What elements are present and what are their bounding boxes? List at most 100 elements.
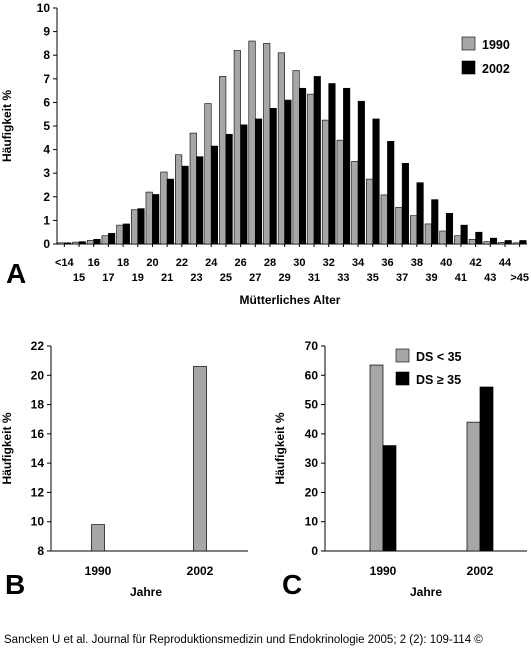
panel-a-bar-1990	[410, 215, 418, 245]
panel-a-bar-2002	[431, 199, 439, 245]
panel-a-bar-2002	[93, 238, 101, 245]
panel-c-x-tick-label: 2002	[467, 564, 494, 578]
panel-a-y-label: Häufigkeit %	[0, 90, 14, 162]
panel-a-bar-2002	[196, 156, 204, 245]
panel-b-y-tick-label: 12	[31, 485, 45, 499]
panel-a-legend-label: 1990	[482, 38, 510, 52]
panel-c-legend-label: DS < 35	[416, 350, 462, 364]
panel-a-x-tick-label: 17	[102, 272, 114, 284]
panel-a-bar-1990	[204, 103, 212, 245]
panel-c-y-tick-label: 50	[305, 398, 319, 412]
panel-b-letter: B	[5, 569, 25, 600]
panel-b-y-tick-label: 22	[31, 339, 45, 353]
panel-a-y-tick-label: 9	[43, 25, 50, 39]
panel-a-bar-1990	[395, 207, 403, 245]
panel-b-x-label: Jahre	[130, 585, 162, 599]
panel-a-bar-1990	[454, 235, 462, 245]
panel-a-bar-1990	[116, 224, 124, 245]
panel-a-x-tick-label: 27	[249, 272, 261, 284]
panel-a-bar-2002	[460, 224, 468, 245]
panel-a-bar-1990	[86, 240, 95, 245]
panel-a-bar-1990	[263, 43, 271, 245]
panel-a-bar-2002	[445, 213, 454, 245]
panel-a-bar-2002	[387, 141, 395, 245]
panel-a-y-tick-label: 5	[43, 119, 50, 133]
panel-a-x-tick-label: 39	[425, 272, 437, 284]
panel-a-bar-2002	[519, 240, 527, 245]
panel-c-x-tick-label: 1990	[370, 564, 397, 578]
panel-a-bar-1990	[233, 50, 241, 245]
panel-a-bar-2002	[328, 83, 336, 245]
panel-b-bar-1990	[91, 524, 105, 552]
panel-a-bar-1990	[498, 242, 506, 245]
panel-a-bar-2002	[78, 241, 86, 245]
panel-a-x-tick-label: 20	[146, 257, 158, 269]
panel-a-y-tick-label: 10	[37, 1, 51, 15]
panel-a-y-tick-label: 2	[43, 190, 50, 204]
panel-a-y-tick-label: 3	[43, 166, 50, 180]
panel-b-y-tick-label: 10	[31, 515, 45, 529]
panel-a-legend-swatch	[461, 60, 476, 75]
panel-a-bar-1990	[101, 235, 109, 245]
panel-a-bar-2002	[269, 108, 277, 245]
panel-a-x-tick-label: 25	[220, 272, 232, 284]
panel-a-x-tick-label: 36	[381, 257, 393, 269]
panel-c-y-tick-label: 70	[305, 339, 319, 353]
panel-c-y-tick-label: 60	[305, 368, 319, 382]
panel-b-bar-2002	[193, 366, 207, 552]
panel-a-x-tick-label: 44	[499, 257, 512, 269]
panel-a-bar-2002	[299, 87, 307, 245]
panel-a-bar-1990	[57, 242, 65, 245]
panel-a-bar-1990	[307, 93, 315, 245]
panel-c-y-tick-label: 40	[305, 427, 319, 441]
panel-a-x-tick-label: 41	[455, 272, 467, 284]
panel-a-x-tick-label: 18	[117, 257, 129, 269]
panel-b-y-tick-label: 20	[31, 368, 45, 382]
panel-b-y-tick-label: 8	[37, 544, 44, 558]
panel-a-bar-1990	[321, 119, 330, 245]
panel-a-bar-1990	[160, 171, 168, 245]
panel-a-y-tick-label: 0	[43, 237, 50, 251]
panel-a-x-tick-label: 42	[469, 257, 481, 269]
panel-a-x-tick-label: 40	[440, 257, 452, 269]
panel-a-bar-2002	[372, 118, 380, 245]
panel-b-y-tick-label: 18	[31, 398, 45, 412]
panel-a-bar-1990	[512, 242, 520, 245]
panel-a-bar-2002	[137, 208, 145, 245]
panel-a-x-tick-label: 26	[234, 257, 246, 269]
panel-a-legend-label: 2002	[482, 62, 510, 76]
panel-a-x-tick-label: 31	[308, 272, 320, 284]
panel-c-letter: C	[282, 569, 302, 600]
panel-a-y-tick-label: 6	[43, 95, 50, 109]
panel-a-bar-1990	[365, 178, 374, 245]
panel-a-x-tick-label: 28	[264, 257, 276, 269]
panel-a-bar-1990	[219, 76, 227, 245]
panel-a-bar-2002	[401, 162, 409, 245]
panel-b-x-tick-label: 2002	[187, 564, 214, 578]
panel-a-bar-1990	[145, 191, 153, 245]
panel-c-x-label: Jahre	[410, 585, 442, 599]
panel-a-bar-1990	[424, 223, 432, 245]
panel-a-bar-2002	[240, 124, 248, 245]
panel-a-bar-2002	[475, 231, 483, 245]
panel-c-legend-swatch	[395, 371, 410, 386]
panel-c-bar-2002	[479, 386, 494, 552]
panel-a-bar-2002	[416, 182, 424, 245]
citation: Sancken U et al. Journal für Reproduktio…	[4, 634, 483, 646]
panel-b-x-tick-label: 1990	[85, 564, 112, 578]
panel-b-y-tick-label: 16	[31, 427, 45, 441]
panel-a-bar-2002	[108, 233, 116, 245]
panel-a-bar-2002	[122, 223, 130, 245]
panel-a-bar-2002	[254, 118, 263, 245]
panel-a-x-tick-label: 33	[337, 272, 349, 284]
panel-a-bar-2002	[152, 194, 160, 245]
panel-c-y-tick-label: 0	[311, 544, 318, 558]
panel-a-x-tick-label: 37	[396, 272, 408, 284]
panel-a-x-tick-label: 34	[352, 257, 365, 269]
panel-a-bar-1990	[336, 139, 344, 245]
panel-c-legend-label: DS ≥ 35	[416, 373, 461, 387]
panel-a-legend-swatch	[461, 36, 476, 51]
panel-a-y-tick-label: 8	[43, 48, 50, 62]
panel-a-x-tick-label: 21	[161, 272, 173, 284]
panel-a-x-tick-label: 23	[190, 272, 202, 284]
